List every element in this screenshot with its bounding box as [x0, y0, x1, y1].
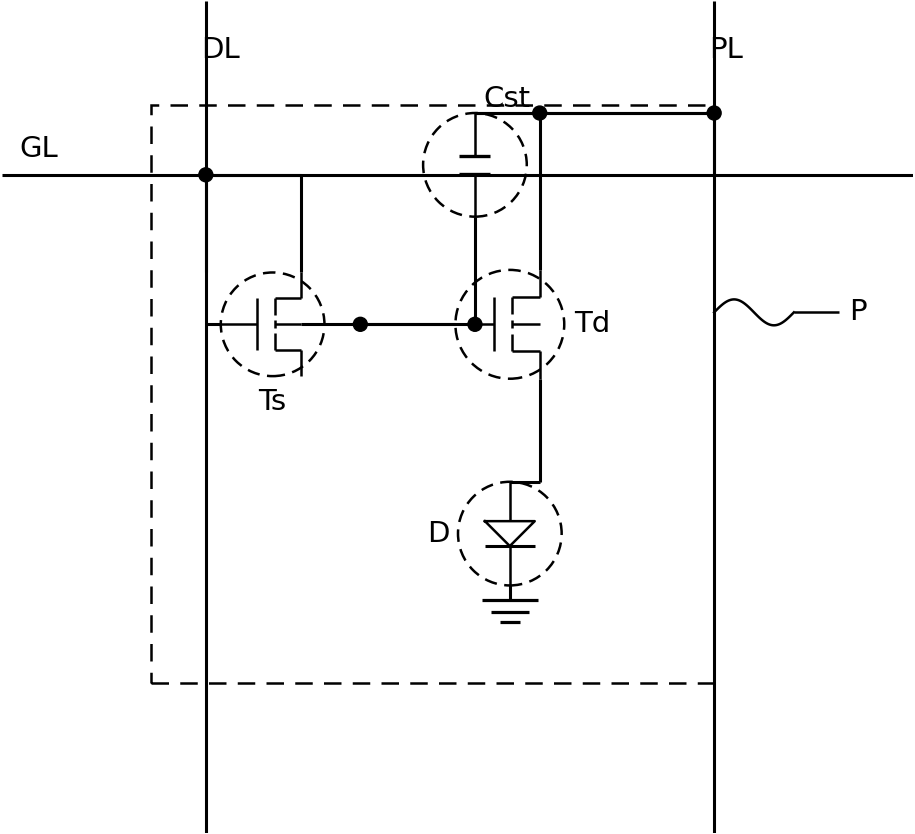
- Text: DL: DL: [201, 36, 240, 64]
- Circle shape: [468, 317, 482, 331]
- Text: Cst: Cst: [483, 85, 530, 113]
- Circle shape: [199, 168, 213, 182]
- Text: D: D: [427, 520, 450, 548]
- Circle shape: [353, 317, 367, 331]
- Text: PL: PL: [709, 36, 743, 64]
- Text: P: P: [849, 299, 867, 326]
- Text: GL: GL: [19, 135, 59, 163]
- Text: Td: Td: [575, 310, 610, 339]
- Text: Ts: Ts: [259, 388, 286, 416]
- Circle shape: [533, 106, 546, 120]
- Circle shape: [707, 106, 721, 120]
